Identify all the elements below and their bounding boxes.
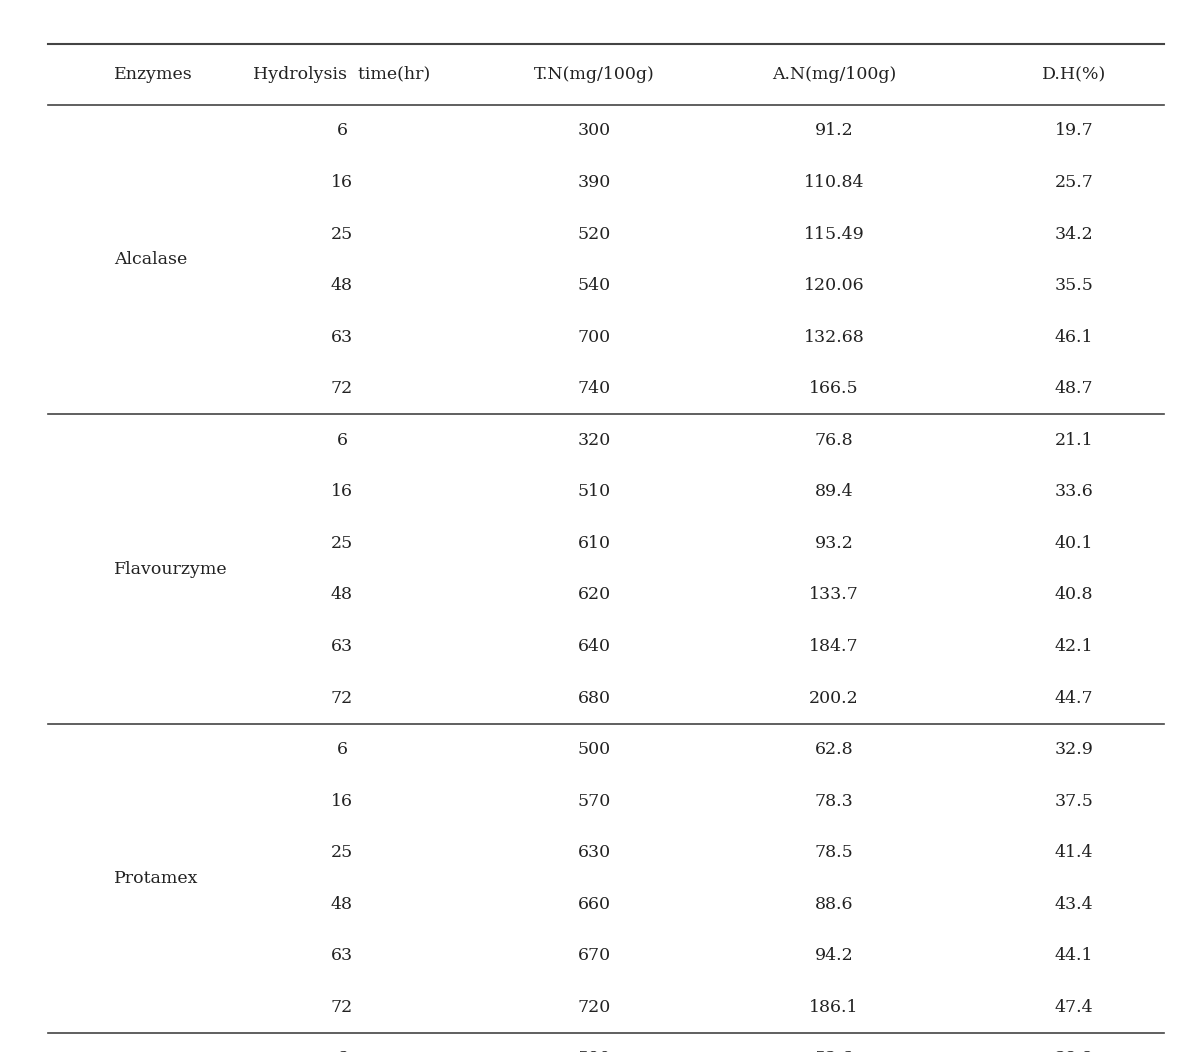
Text: 25: 25 <box>331 225 353 243</box>
Text: 620: 620 <box>577 586 611 604</box>
Text: 89.4: 89.4 <box>815 483 853 501</box>
Text: 25: 25 <box>331 844 353 862</box>
Text: 37.5: 37.5 <box>1055 792 1093 810</box>
Text: 590: 590 <box>577 1050 611 1052</box>
Text: 34.2: 34.2 <box>1055 225 1093 243</box>
Text: T.N(mg/100g): T.N(mg/100g) <box>534 66 654 83</box>
Text: 16: 16 <box>331 483 353 501</box>
Text: Flavourzyme: Flavourzyme <box>114 561 228 578</box>
Text: 62.8: 62.8 <box>815 741 853 758</box>
Text: 6: 6 <box>336 741 348 758</box>
Text: 6: 6 <box>336 1050 348 1052</box>
Text: 680: 680 <box>577 689 611 707</box>
Text: 48: 48 <box>331 586 353 604</box>
Text: 720: 720 <box>577 998 611 1016</box>
Text: 48: 48 <box>331 277 353 295</box>
Text: 120.06: 120.06 <box>804 277 864 295</box>
Text: 25.7: 25.7 <box>1055 174 1093 191</box>
Text: 110.84: 110.84 <box>804 174 864 191</box>
Text: 91.2: 91.2 <box>815 122 853 140</box>
Text: 510: 510 <box>577 483 611 501</box>
Text: 16: 16 <box>331 792 353 810</box>
Text: 132.68: 132.68 <box>804 328 864 346</box>
Text: 300: 300 <box>577 122 611 140</box>
Text: Enzymes: Enzymes <box>114 66 193 83</box>
Text: Protamex: Protamex <box>114 870 198 887</box>
Text: 78.5: 78.5 <box>815 844 853 862</box>
Text: 43.4: 43.4 <box>1055 895 1093 913</box>
Text: 63: 63 <box>331 328 353 346</box>
Text: 640: 640 <box>577 638 611 655</box>
Text: 72: 72 <box>331 380 353 398</box>
Text: 42.1: 42.1 <box>1055 638 1093 655</box>
Text: 38.8: 38.8 <box>1055 1050 1093 1052</box>
Text: 47.4: 47.4 <box>1055 998 1093 1016</box>
Text: 186.1: 186.1 <box>809 998 859 1016</box>
Text: A.N(mg/100g): A.N(mg/100g) <box>772 66 896 83</box>
Text: 76.8: 76.8 <box>815 431 853 449</box>
Text: 630: 630 <box>577 844 611 862</box>
Text: 53.6: 53.6 <box>815 1050 853 1052</box>
Text: 520: 520 <box>577 225 611 243</box>
Text: Hydrolysis  time(hr): Hydrolysis time(hr) <box>253 66 431 83</box>
Text: 166.5: 166.5 <box>809 380 859 398</box>
Text: 21.1: 21.1 <box>1055 431 1093 449</box>
Text: 33.6: 33.6 <box>1055 483 1093 501</box>
Text: 570: 570 <box>577 792 611 810</box>
Text: 63: 63 <box>331 947 353 965</box>
Text: 93.2: 93.2 <box>815 534 853 552</box>
Text: 46.1: 46.1 <box>1055 328 1093 346</box>
Text: 88.6: 88.6 <box>815 895 853 913</box>
Text: 184.7: 184.7 <box>809 638 859 655</box>
Text: Alcalase: Alcalase <box>114 251 187 268</box>
Text: 500: 500 <box>577 741 611 758</box>
Text: 610: 610 <box>577 534 611 552</box>
Text: 6: 6 <box>336 122 348 140</box>
Text: 40.8: 40.8 <box>1055 586 1093 604</box>
Text: 700: 700 <box>577 328 611 346</box>
Text: 78.3: 78.3 <box>815 792 853 810</box>
Text: 41.4: 41.4 <box>1055 844 1093 862</box>
Text: 320: 320 <box>577 431 611 449</box>
Text: 200.2: 200.2 <box>809 689 859 707</box>
Text: 19.7: 19.7 <box>1055 122 1093 140</box>
Text: 72: 72 <box>331 689 353 707</box>
Text: 660: 660 <box>577 895 611 913</box>
Text: 540: 540 <box>577 277 611 295</box>
Text: 390: 390 <box>577 174 611 191</box>
Text: 48.7: 48.7 <box>1055 380 1093 398</box>
Text: 133.7: 133.7 <box>809 586 859 604</box>
Text: 740: 740 <box>577 380 611 398</box>
Text: D.H(%): D.H(%) <box>1042 66 1106 83</box>
Text: 94.2: 94.2 <box>815 947 853 965</box>
Text: 35.5: 35.5 <box>1055 277 1093 295</box>
Text: 16: 16 <box>331 174 353 191</box>
Text: 48: 48 <box>331 895 353 913</box>
Text: 6: 6 <box>336 431 348 449</box>
Text: 63: 63 <box>331 638 353 655</box>
Text: 44.7: 44.7 <box>1055 689 1093 707</box>
Text: 670: 670 <box>577 947 611 965</box>
Text: 72: 72 <box>331 998 353 1016</box>
Text: 40.1: 40.1 <box>1055 534 1093 552</box>
Text: 115.49: 115.49 <box>804 225 864 243</box>
Text: 44.1: 44.1 <box>1055 947 1093 965</box>
Text: 25: 25 <box>331 534 353 552</box>
Text: 32.9: 32.9 <box>1055 741 1093 758</box>
